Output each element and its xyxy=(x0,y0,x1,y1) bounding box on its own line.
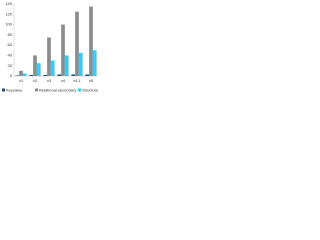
legend-swatch xyxy=(78,88,81,92)
legend-label: Keyvalue xyxy=(6,87,23,92)
y-tick-label: 140 xyxy=(5,1,12,6)
bar xyxy=(15,75,20,76)
legend-swatch xyxy=(35,88,38,92)
x-tick-label: v1 xyxy=(19,78,24,83)
legend-swatch xyxy=(2,88,5,92)
x-tick-label: v4 xyxy=(61,78,66,83)
bar xyxy=(22,73,27,76)
y-tick-label: 60 xyxy=(8,42,13,47)
bar xyxy=(57,74,62,76)
bar xyxy=(43,74,48,76)
bar xyxy=(92,50,97,76)
bar xyxy=(89,6,93,77)
legend-label: Relational secondary xyxy=(39,87,76,92)
bar xyxy=(47,37,51,76)
bar xyxy=(75,11,79,76)
bar xyxy=(71,74,76,76)
bar xyxy=(64,55,69,76)
bar xyxy=(36,63,41,76)
chart: 0 20 40 60 80 100 120 140 v1 v2 v3 v4 v4.1 v5 Keyvalue… xyxy=(0,0,100,96)
y-tick-label: 0 xyxy=(10,73,13,78)
legend-label: Structure xyxy=(82,87,99,92)
y-tick-label: 80 xyxy=(8,32,13,37)
x-tick-label: v4.1 xyxy=(73,78,81,83)
bar xyxy=(29,74,34,76)
x-tick-label: v2 xyxy=(33,78,38,83)
bar xyxy=(78,52,83,76)
y-tick-label: 20 xyxy=(8,63,13,68)
y-tick-label: 40 xyxy=(8,52,13,57)
bar xyxy=(85,74,90,76)
bar xyxy=(33,55,37,76)
y-tick-label: 120 xyxy=(5,11,12,16)
x-tick-label: v3 xyxy=(47,78,52,83)
bar xyxy=(61,24,65,77)
y-tick-label: 100 xyxy=(5,22,12,27)
bar xyxy=(50,60,55,76)
x-tick-label: v5 xyxy=(89,78,94,83)
bar xyxy=(19,70,23,76)
